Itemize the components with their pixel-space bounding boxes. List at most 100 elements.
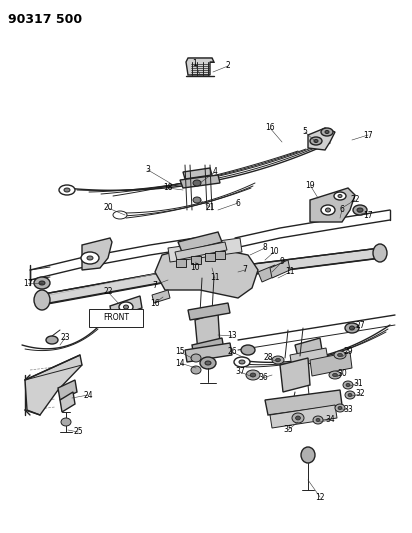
Ellipse shape	[59, 185, 75, 195]
Text: 27: 27	[355, 320, 365, 329]
Ellipse shape	[119, 302, 133, 312]
Polygon shape	[58, 380, 77, 400]
Polygon shape	[176, 259, 186, 267]
Text: 17: 17	[363, 211, 373, 220]
Text: 34: 34	[325, 416, 335, 424]
Ellipse shape	[61, 418, 71, 426]
Text: 26: 26	[227, 348, 237, 357]
Text: 17: 17	[363, 131, 373, 140]
Ellipse shape	[34, 277, 50, 289]
Ellipse shape	[314, 140, 318, 142]
Text: 22: 22	[350, 196, 360, 205]
Text: 20: 20	[103, 204, 113, 213]
Ellipse shape	[34, 290, 50, 310]
Polygon shape	[152, 290, 170, 303]
Ellipse shape	[338, 406, 342, 409]
Text: 25: 25	[73, 427, 83, 437]
Text: 3: 3	[145, 166, 150, 174]
Text: 10: 10	[269, 247, 279, 256]
Ellipse shape	[321, 128, 333, 136]
Text: 29: 29	[343, 348, 353, 357]
Polygon shape	[178, 232, 222, 252]
Text: 9: 9	[280, 257, 284, 266]
Ellipse shape	[39, 281, 45, 285]
Text: 14: 14	[175, 359, 185, 367]
Polygon shape	[175, 242, 227, 260]
Text: 37: 37	[235, 367, 245, 376]
Ellipse shape	[81, 252, 99, 264]
Ellipse shape	[64, 188, 70, 192]
Polygon shape	[192, 338, 224, 357]
Polygon shape	[245, 248, 382, 275]
Polygon shape	[155, 245, 258, 298]
Ellipse shape	[124, 305, 129, 309]
Polygon shape	[258, 265, 278, 282]
Ellipse shape	[246, 370, 260, 380]
Text: 5: 5	[302, 127, 307, 136]
Polygon shape	[82, 238, 112, 270]
Text: 7: 7	[152, 280, 157, 289]
Ellipse shape	[316, 418, 320, 422]
Text: 13: 13	[227, 332, 237, 341]
Text: 6: 6	[339, 206, 344, 214]
Ellipse shape	[334, 351, 346, 359]
Text: 18: 18	[163, 183, 173, 192]
Ellipse shape	[373, 244, 387, 262]
Ellipse shape	[272, 356, 284, 364]
Ellipse shape	[193, 180, 201, 186]
Text: 11: 11	[210, 273, 220, 282]
Ellipse shape	[345, 323, 359, 333]
Text: 31: 31	[353, 378, 363, 387]
Text: 8: 8	[262, 244, 267, 253]
Text: 24: 24	[83, 391, 93, 400]
Ellipse shape	[250, 373, 256, 377]
Polygon shape	[180, 175, 220, 188]
Ellipse shape	[338, 195, 342, 198]
Polygon shape	[25, 355, 82, 415]
Polygon shape	[191, 256, 201, 264]
Ellipse shape	[295, 416, 300, 420]
Text: 17: 17	[23, 279, 33, 287]
Text: 32: 32	[355, 390, 365, 399]
Polygon shape	[270, 260, 290, 278]
Polygon shape	[290, 348, 328, 367]
Ellipse shape	[325, 208, 330, 212]
Text: 35: 35	[283, 425, 293, 434]
Ellipse shape	[46, 336, 58, 344]
Text: 22: 22	[103, 287, 113, 296]
Text: 15: 15	[175, 348, 185, 357]
Polygon shape	[183, 168, 212, 179]
Ellipse shape	[343, 381, 353, 389]
Text: 11: 11	[285, 268, 295, 277]
Text: 2: 2	[226, 61, 230, 70]
Ellipse shape	[349, 326, 354, 330]
Polygon shape	[310, 352, 352, 376]
Polygon shape	[295, 338, 322, 357]
Ellipse shape	[292, 413, 304, 423]
Ellipse shape	[345, 391, 355, 399]
Ellipse shape	[353, 205, 367, 215]
Ellipse shape	[348, 393, 352, 397]
Ellipse shape	[335, 404, 345, 412]
Polygon shape	[168, 238, 242, 262]
Ellipse shape	[337, 353, 342, 357]
Polygon shape	[308, 128, 335, 150]
Ellipse shape	[87, 256, 93, 260]
Ellipse shape	[205, 361, 211, 365]
Polygon shape	[186, 58, 214, 75]
Ellipse shape	[200, 357, 216, 369]
Polygon shape	[195, 313, 220, 352]
Ellipse shape	[313, 416, 323, 424]
Polygon shape	[60, 392, 75, 412]
Text: 6: 6	[236, 198, 241, 207]
Polygon shape	[280, 358, 310, 392]
Ellipse shape	[329, 371, 341, 379]
Text: 36: 36	[258, 374, 268, 383]
Polygon shape	[205, 253, 215, 261]
Polygon shape	[110, 296, 142, 318]
Text: 1: 1	[193, 59, 197, 68]
Text: 19: 19	[305, 181, 315, 190]
Text: 16: 16	[150, 298, 160, 308]
Ellipse shape	[334, 192, 346, 200]
Ellipse shape	[276, 358, 281, 361]
